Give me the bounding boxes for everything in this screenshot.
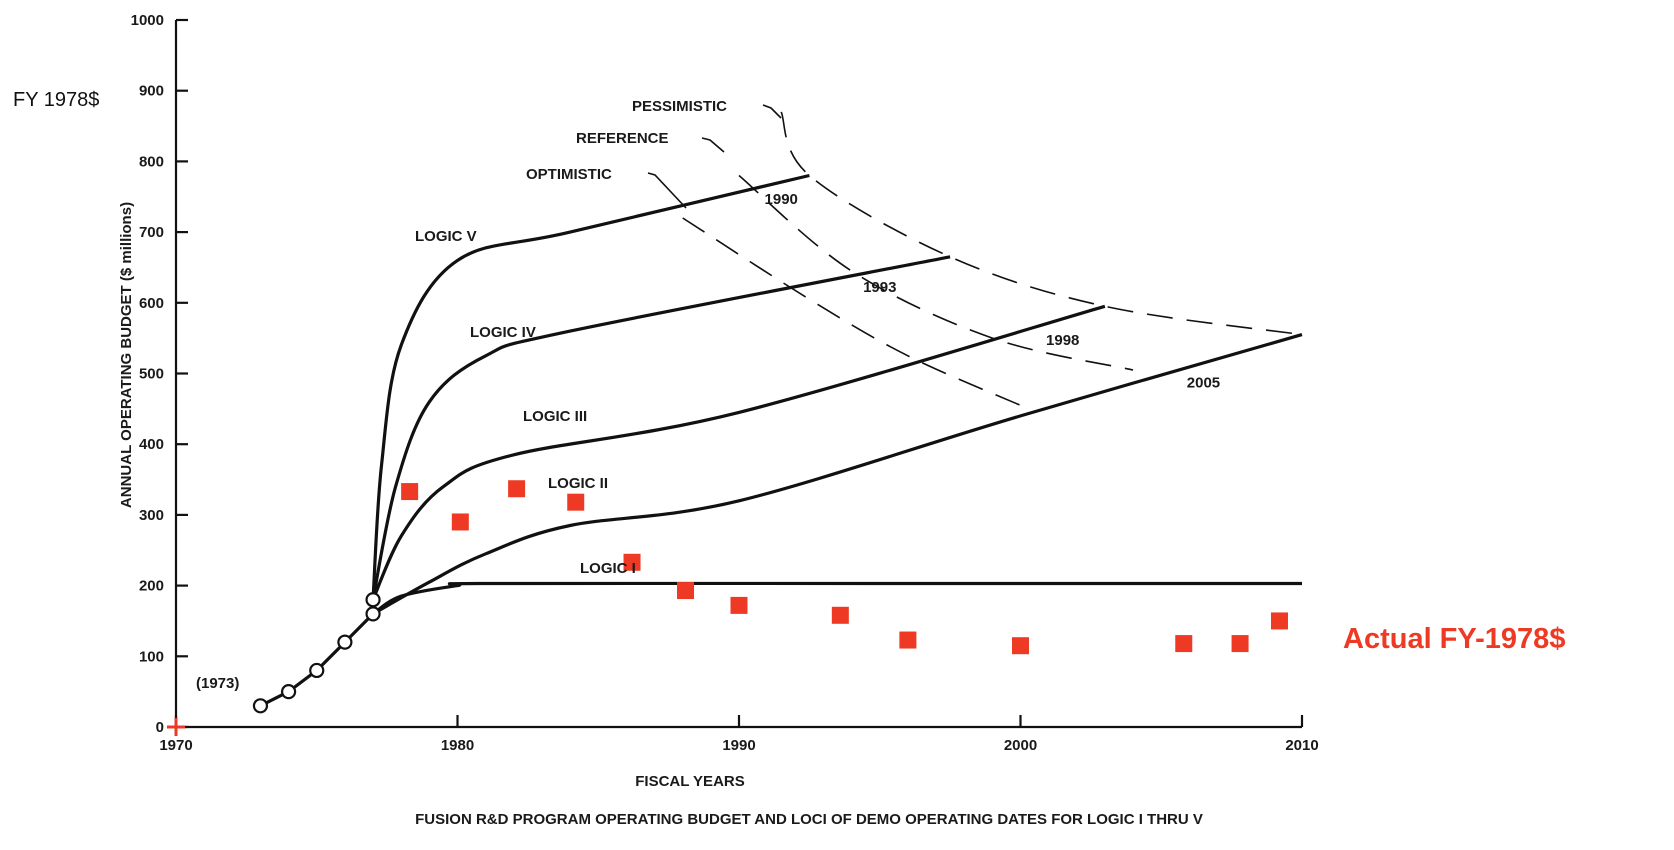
actual-point-2 <box>508 480 526 498</box>
annotation-2005: 2005 <box>1187 375 1220 392</box>
pointer-reference <box>701 137 725 153</box>
actual-point-5 <box>677 582 695 600</box>
label-logic-v: LOGIC V <box>415 228 477 245</box>
unit-note: FY 1978$ <box>13 89 99 111</box>
y-tick-label-900: 900 <box>139 83 164 100</box>
y-tick-label-500: 500 <box>139 366 164 383</box>
x-tick-label-2010: 2010 <box>1285 737 1318 754</box>
historical-line <box>259 612 375 708</box>
x-tick-label-1990: 1990 <box>722 737 755 754</box>
actual-point-10 <box>1175 635 1193 653</box>
y-tick-label-200: 200 <box>139 578 164 595</box>
label-logic-iv: LOGIC IV <box>470 324 536 341</box>
y-tick-label-700: 700 <box>139 224 164 241</box>
label-pessimistic: PESSIMISTIC <box>632 98 727 115</box>
actual-point-11 <box>1231 635 1249 653</box>
locus-optimistic <box>682 217 1021 407</box>
historical-point-1 <box>281 684 297 700</box>
actual-point-12 <box>1270 612 1288 630</box>
actual-point-4 <box>623 553 641 571</box>
actual-point-3 <box>567 493 585 511</box>
curve-logic-i <box>372 581 1302 616</box>
y-tick-label-100: 100 <box>139 648 164 665</box>
label-logic-i: LOGIC I <box>580 560 636 577</box>
pointer-pessimistic <box>762 104 782 119</box>
locus-reference <box>738 174 1134 371</box>
historical-point-2 <box>309 662 325 679</box>
historical-points <box>252 592 381 714</box>
historical-label: (1973) <box>196 675 239 692</box>
actual-points <box>167 480 1288 736</box>
historical-point-4 <box>365 606 381 622</box>
axes: 0 100 200 300 400 500 600 700 800 900 1000 1970 1980… <box>131 12 1319 754</box>
y-tick-label-1000: 1000 <box>131 12 164 29</box>
actual-point-9 <box>1012 637 1029 655</box>
actual-point-1 <box>451 513 469 531</box>
annotation-1993: 1993 <box>863 279 896 296</box>
annotation-1998: 1998 <box>1046 332 1079 349</box>
historical-point-5 <box>365 592 381 608</box>
y-tick-label-300: 300 <box>139 507 164 524</box>
x-tick-label-1980: 1980 <box>441 737 474 754</box>
actual-point-0 <box>401 483 419 501</box>
curve-logic-ii <box>372 333 1303 616</box>
actual-point-6 <box>730 596 748 614</box>
x-tick-label-2000: 2000 <box>1004 737 1037 754</box>
locus-pessimistic <box>780 111 1303 336</box>
y-tick-label-400: 400 <box>139 436 164 453</box>
label-optimistic: OPTIMISTIC <box>526 166 612 183</box>
y-tick-label-600: 600 <box>139 295 164 312</box>
x-axis-label: FISCAL YEARS <box>635 773 744 790</box>
historical-point-3 <box>337 634 353 650</box>
actual-point-7 <box>831 606 849 624</box>
logic-curves <box>371 173 1303 616</box>
actual-point-8 <box>899 631 917 649</box>
actual-series-label: Actual FY-1978$ <box>1343 623 1565 655</box>
pointer-optimistic <box>647 172 687 209</box>
figure-caption: FUSION R&D PROGRAM OPERATING BUDGET AND … <box>415 811 1203 828</box>
label-reference: REFERENCE <box>576 130 669 147</box>
demo-date-loci <box>682 111 1303 407</box>
annotation-1990: 1990 <box>765 191 798 208</box>
curve-logic-iii <box>371 304 1106 601</box>
curve-logic-iv <box>371 255 951 601</box>
y-tick-label-800: 800 <box>139 153 164 170</box>
y-axis-label: ANNUAL OPERATING BUDGET ($ millions) <box>118 202 135 508</box>
chart-labels: LOGIC I LOGIC II LOGIC III LOGIC IV LOGIC V O… <box>415 98 1220 577</box>
label-logic-ii: LOGIC II <box>548 475 608 492</box>
historical-point-0 <box>252 698 269 714</box>
y-tick-label-0: 0 <box>156 719 164 736</box>
x-tick-label-1970: 1970 <box>159 737 192 754</box>
curve-logic-v <box>371 173 810 600</box>
label-logic-iii: LOGIC III <box>523 408 587 425</box>
